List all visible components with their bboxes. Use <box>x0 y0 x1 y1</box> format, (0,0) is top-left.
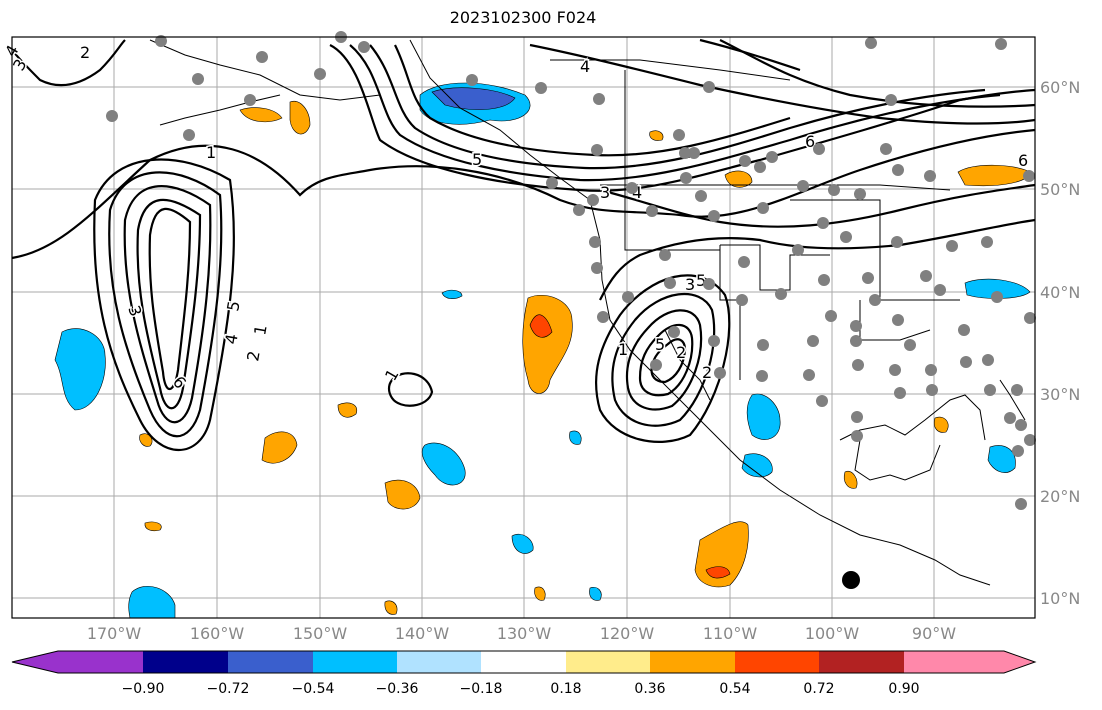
contour-label: 2 <box>80 43 90 62</box>
orange-patch-alaska2 <box>289 100 311 135</box>
blue-patch-caribbean <box>987 445 1016 473</box>
weather-map: 1 2 3 4 5 6 1 2 3 4 5 6 1 2 3 4 5 1 2 3 … <box>0 31 1036 619</box>
map-frame <box>11 36 1036 619</box>
contour-label: 6 <box>169 372 190 392</box>
orange-patch-pacific <box>522 294 573 394</box>
lon-label: 90°W <box>911 624 957 643</box>
colorbar-cell <box>313 651 397 673</box>
colorbar-tick-label: −0.18 <box>459 681 503 697</box>
colorbar-cell <box>143 651 228 673</box>
contour-label: 2 <box>702 363 712 382</box>
contour-label: 4 <box>221 332 241 345</box>
contour-labels: 1 2 3 4 5 6 1 2 3 4 5 6 1 2 3 4 5 1 2 3 … <box>0 40 1030 394</box>
orange-patch-central <box>261 431 298 464</box>
lat-label: 20°N <box>1040 487 1081 506</box>
blue-patch-mexico <box>746 393 781 440</box>
contour-label: 5 <box>223 299 243 312</box>
graticule <box>12 37 1035 618</box>
contour-label: 5 <box>655 335 665 354</box>
lat-label: 10°N <box>1040 589 1081 608</box>
shaded-anomalies <box>54 82 1031 619</box>
colorbar-tick-label: 0.90 <box>888 681 920 697</box>
contour-label: 1 <box>206 143 216 162</box>
colorbar-cell <box>397 651 481 673</box>
blue-patch-central <box>421 442 466 486</box>
lon-label: 100°W <box>804 624 860 643</box>
colorbar-cell <box>228 651 313 673</box>
colorbar-tick-label: 0.72 <box>803 681 835 697</box>
contour-label: 5 <box>472 150 482 169</box>
blue-patch-south <box>128 586 176 619</box>
lat-label: 40°N <box>1040 283 1081 302</box>
lon-label: 160°W <box>189 624 245 643</box>
colorbar-tick-label: 0.18 <box>550 681 582 697</box>
coastlines <box>149 39 1026 586</box>
orange-patch-small6 <box>843 470 858 489</box>
colorbar-cell <box>566 651 650 673</box>
contour-label: 2 <box>243 349 263 362</box>
contour-label: 1 <box>381 366 403 384</box>
contour-label: 3 <box>600 183 610 202</box>
lat-label: 60°N <box>1040 78 1081 97</box>
blue-patch-small1 <box>511 533 534 554</box>
red-patch-mexico <box>705 566 731 579</box>
colorbar <box>11 650 1037 674</box>
lon-label: 130°W <box>496 624 552 643</box>
colorbar-tick-label: 0.36 <box>634 681 666 697</box>
contour-label: 3 <box>685 275 695 294</box>
blue-patch-small4 <box>589 587 602 601</box>
contour-label: 4 <box>580 57 590 76</box>
lon-label: 170°W <box>86 624 142 643</box>
blue-patch-small2 <box>569 430 582 445</box>
contour-label: 1 <box>250 323 270 336</box>
contour-label: 2 <box>676 343 686 362</box>
lon-label: 120°W <box>599 624 655 643</box>
colorbar-cell <box>735 651 819 673</box>
height-contours <box>11 38 1036 452</box>
lat-label: 50°N <box>1040 180 1081 199</box>
contour-label: 6 <box>1018 151 1028 170</box>
contour-label: 3 <box>124 303 145 319</box>
blue-patch-gulf <box>741 453 773 478</box>
lat-label: 30°N <box>1040 385 1081 404</box>
colorbar-cell <box>12 651 143 673</box>
deep-blue-patch-alaska <box>431 87 516 110</box>
colorbar-cell <box>481 651 566 673</box>
lon-label: 150°W <box>292 624 348 643</box>
colorbar-cell <box>650 651 735 673</box>
orange-patch-small3 <box>144 521 162 532</box>
colorbar-tick-label: −0.36 <box>375 681 419 697</box>
colorbar-tick-label: −0.54 <box>291 681 335 697</box>
station-markers <box>106 31 1036 510</box>
marker-dot <box>842 571 860 589</box>
blue-patch-greatlakes <box>964 278 1031 299</box>
lon-label: 140°W <box>394 624 450 643</box>
lon-label: 110°W <box>702 624 758 643</box>
contour-label: 1 <box>618 340 628 359</box>
colorbar-cell <box>904 651 1035 673</box>
orange-patch-central2 <box>384 479 421 510</box>
orange-patch-small4 <box>384 600 398 615</box>
orange-patch-small2 <box>139 433 153 447</box>
blue-patch-small3 <box>441 289 463 299</box>
orange-patch-canada2 <box>724 170 753 188</box>
colorbar-outline <box>11 650 1037 674</box>
colorbar-tick-label: 0.54 <box>719 681 751 697</box>
colorbar-tick-label: −0.90 <box>121 681 165 697</box>
blue-patch-west <box>54 328 106 411</box>
colorbar-cell <box>819 651 904 673</box>
red-patch-pacific <box>529 314 553 338</box>
orange-patch-alaska <box>239 107 283 123</box>
orange-patch-small5 <box>534 586 546 601</box>
orange-patch-small1 <box>337 402 358 418</box>
orange-patch-small8 <box>649 130 664 141</box>
colorbar-tick-label: −0.72 <box>206 681 250 697</box>
orange-patch-small7 <box>933 416 949 433</box>
map-title: 2023102300 F024 <box>449 8 597 27</box>
